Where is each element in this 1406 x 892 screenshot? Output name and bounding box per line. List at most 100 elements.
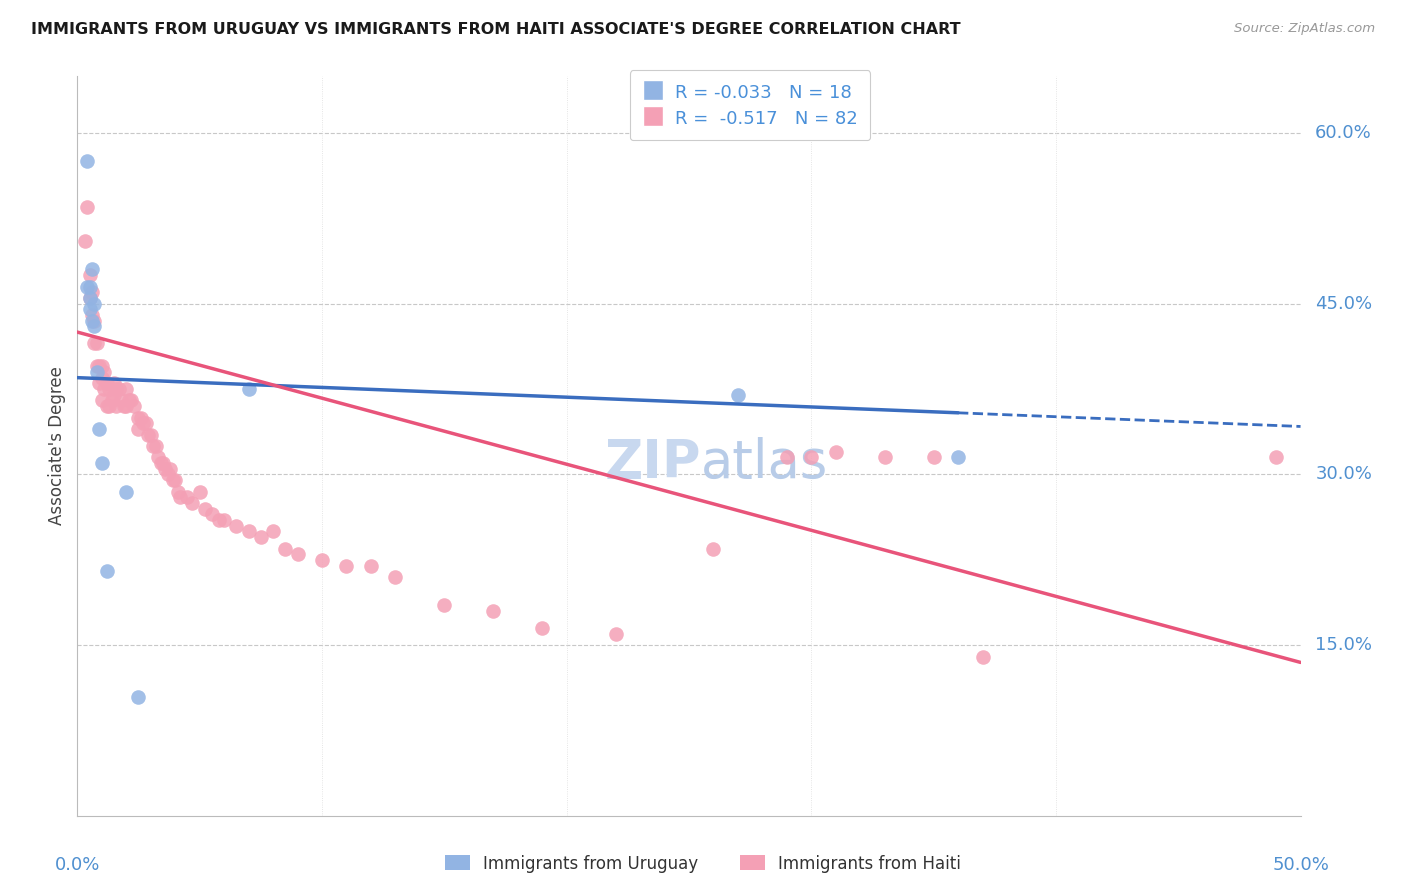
Point [83,319,105,334]
Point [79,268,101,282]
Point [80,308,103,322]
Point [702,541,724,556]
Point [80,285,103,300]
Point [800,450,823,465]
Text: 50.0%: 50.0% [1272,856,1329,874]
Y-axis label: Associate's Degree: Associate's Degree [48,367,66,525]
Text: 30.0%: 30.0% [1315,466,1372,483]
Point [127,422,149,436]
Point [873,450,896,465]
Point [165,473,187,487]
Text: ZIP: ZIP [605,437,702,489]
Legend: R = -0.033   N = 18, R =  -0.517   N = 82: R = -0.033 N = 18, R = -0.517 N = 82 [630,70,870,140]
Point [83,296,105,310]
Point [80,314,103,328]
Text: IMMIGRANTS FROM URUGUAY VS IMMIGRANTS FROM HAITI ASSOCIATE'S DEGREE CORRELATION : IMMIGRANTS FROM URUGUAY VS IMMIGRANTS FR… [31,22,960,37]
Point [142,439,165,453]
Point [89,422,111,436]
Point [80,262,103,277]
Point [118,393,141,408]
Point [135,416,157,430]
Point [79,291,101,305]
Point [262,524,284,539]
Point [93,382,115,396]
Point [76,279,98,293]
Point [103,388,125,402]
Point [201,508,224,522]
Point [605,627,627,641]
Point [335,558,357,573]
Point [311,553,333,567]
Point [76,154,98,169]
Point [127,410,149,425]
Point [824,444,846,458]
Point [166,484,188,499]
Point [110,393,132,408]
Point [96,399,118,413]
Point [115,484,138,499]
Point [93,365,115,379]
Point [531,621,554,635]
Point [96,564,118,578]
Point [225,518,247,533]
Point [105,382,128,396]
Point [90,456,112,470]
Point [482,604,505,618]
Point [90,393,112,408]
Text: 15.0%: 15.0% [1315,636,1372,655]
Point [169,490,191,504]
Point [188,484,211,499]
Point [176,490,198,504]
Point [132,416,155,430]
Point [100,393,122,408]
Point [274,541,297,556]
Point [79,302,101,317]
Point [159,462,181,476]
Point [1265,450,1288,465]
Point [139,427,162,442]
Point [238,382,260,396]
Point [145,439,167,453]
Point [149,456,172,470]
Text: 60.0%: 60.0% [1315,124,1372,142]
Text: 45.0%: 45.0% [1315,294,1372,312]
Point [108,382,131,396]
Point [83,314,105,328]
Point [238,524,260,539]
Point [776,450,799,465]
Point [212,513,235,527]
Point [89,376,111,391]
Text: 0.0%: 0.0% [55,856,100,874]
Legend: Immigrants from Uruguay, Immigrants from Haiti: Immigrants from Uruguay, Immigrants from… [439,848,967,880]
Point [152,456,174,470]
Point [79,279,101,293]
Point [105,399,128,413]
Point [86,359,108,374]
Point [250,530,273,544]
Point [127,690,149,704]
Text: Source: ZipAtlas.com: Source: ZipAtlas.com [1234,22,1375,36]
Point [922,450,945,465]
Point [98,382,121,396]
Point [155,462,177,476]
Point [156,467,179,482]
Point [103,376,125,391]
Point [86,336,108,351]
Point [98,399,121,413]
Point [972,649,994,664]
Point [287,547,309,561]
Point [115,382,138,396]
Point [181,496,204,510]
Point [946,450,969,465]
Point [73,234,96,248]
Point [96,376,118,391]
Point [90,370,112,384]
Point [83,336,105,351]
Point [90,359,112,374]
Text: atlas: atlas [702,437,828,489]
Point [129,410,152,425]
Point [122,399,145,413]
Point [112,399,135,413]
Point [146,450,169,465]
Point [115,399,138,413]
